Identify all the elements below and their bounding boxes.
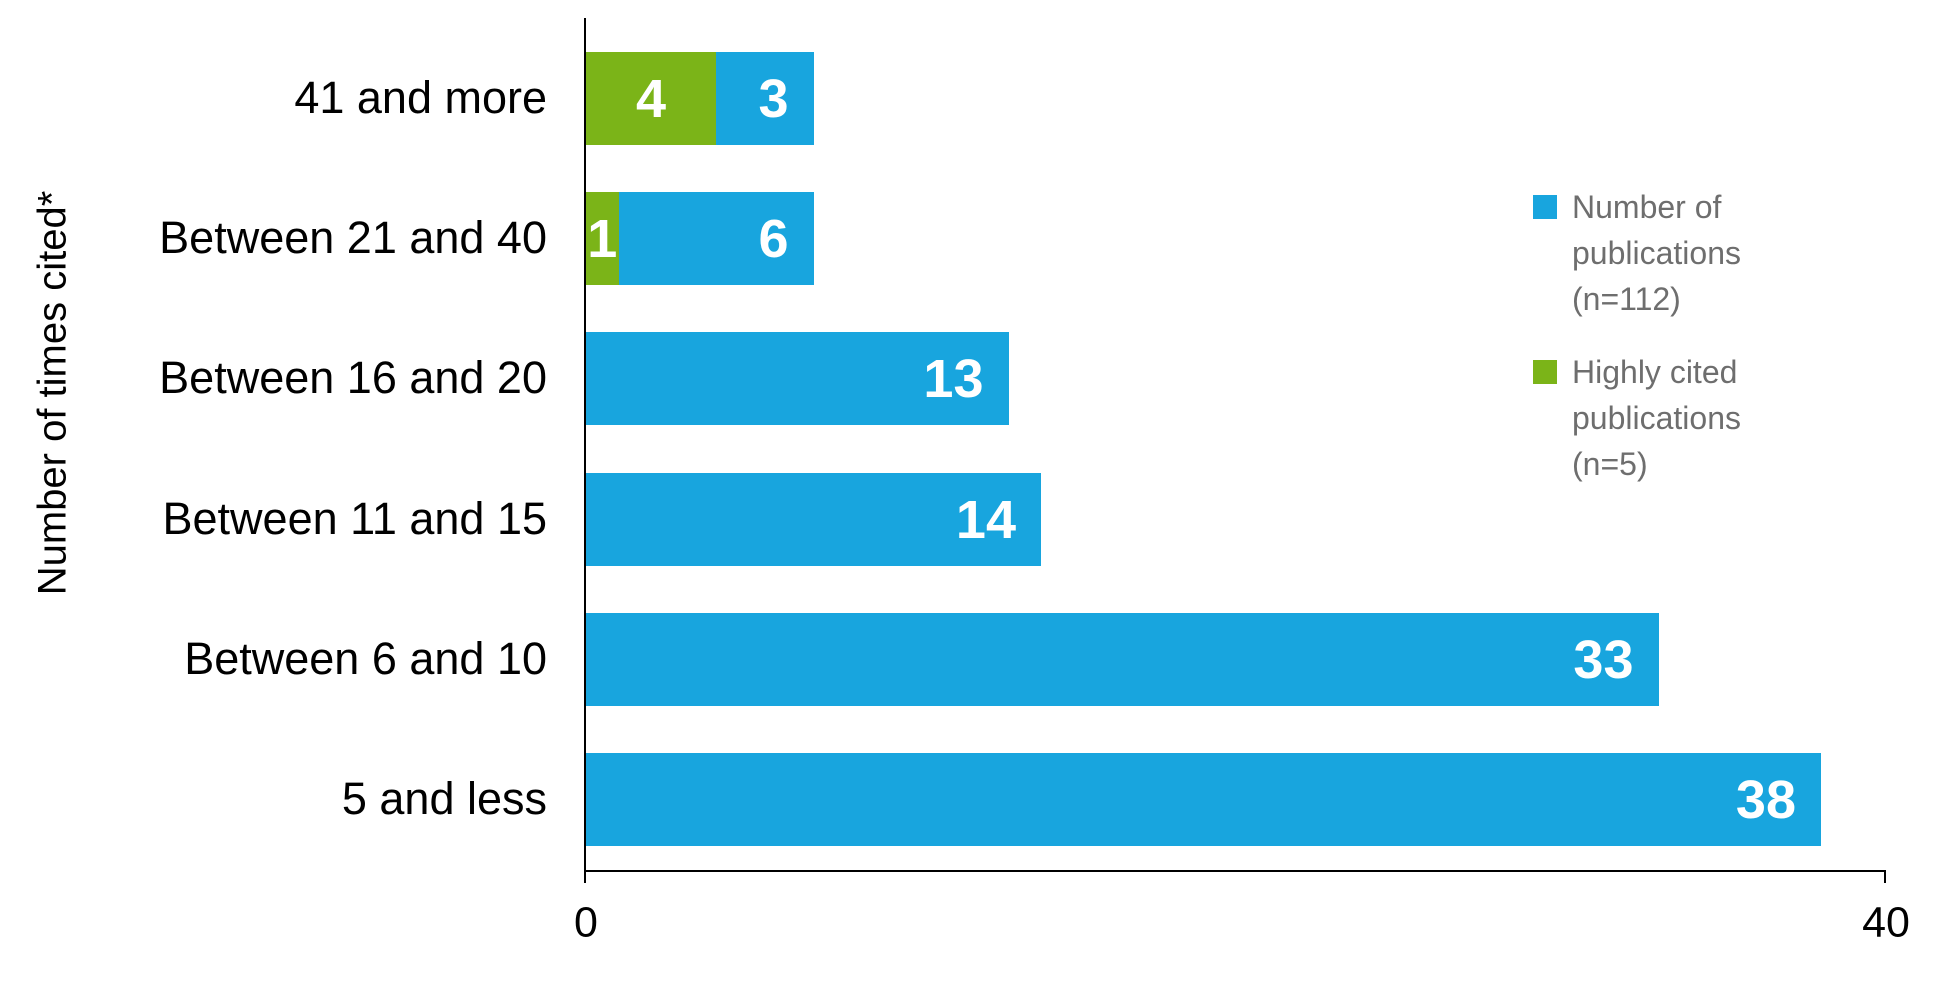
bar-segment: 3 — [716, 52, 814, 145]
legend-label: Number of publications (n=112) — [1572, 184, 1741, 322]
legend-item: Number of publications (n=112) — [1533, 184, 1741, 322]
category-label: Between 6 and 10 — [184, 632, 547, 684]
legend-swatch-icon — [1533, 195, 1557, 219]
legend-label-line: Highly cited — [1572, 354, 1738, 390]
bar-segment: 6 — [618, 192, 814, 285]
x-tick-label-0: 0 — [574, 898, 598, 947]
x-tick-label-40: 40 — [1862, 898, 1910, 947]
bar-value-label: 6 — [758, 208, 789, 269]
y-axis-line — [584, 18, 586, 883]
category-label: Between 16 and 20 — [159, 351, 547, 403]
category-label: Between 11 and 15 — [162, 492, 547, 544]
bar-value-label: 1 — [587, 208, 618, 269]
bar-segment: 14 — [586, 473, 1041, 566]
bar-value-label: 4 — [635, 68, 667, 129]
bar-segment: 4 — [586, 52, 716, 145]
bar-segment: 1 — [586, 192, 619, 285]
legend-label-line: publications — [1572, 400, 1741, 436]
y-axis-title: Number of times cited* — [30, 190, 75, 596]
legend-swatch-icon — [1533, 360, 1557, 384]
category-label: 5 and less — [341, 772, 547, 824]
legend: Number of publications (n=112) Highly cited… — [1533, 184, 1741, 514]
bar-value-label: 13 — [923, 348, 984, 409]
bar-segment: 33 — [586, 613, 1659, 706]
legend-item: Highly cited publications (n=5) — [1533, 349, 1741, 487]
bar-value-label: 14 — [955, 489, 1016, 550]
bar-value-label: 38 — [1735, 769, 1796, 830]
x-axis-line — [584, 870, 1886, 872]
legend-label: Highly cited publications (n=5) — [1572, 349, 1741, 487]
category-label: 41 and more — [294, 71, 547, 123]
legend-label-line: Number of — [1572, 189, 1722, 225]
bar-segment: 13 — [586, 332, 1009, 425]
bar-segment: 38 — [586, 753, 1821, 846]
bar-value-label: 33 — [1573, 629, 1634, 690]
legend-label-line: (n=5) — [1572, 446, 1648, 482]
legend-label-line: publications — [1572, 235, 1741, 271]
category-label: Between 21 and 40 — [159, 211, 547, 263]
legend-label-line: (n=112) — [1572, 281, 1681, 317]
x-axis-tick-right — [1884, 870, 1886, 883]
bar-value-label: 3 — [758, 68, 789, 129]
